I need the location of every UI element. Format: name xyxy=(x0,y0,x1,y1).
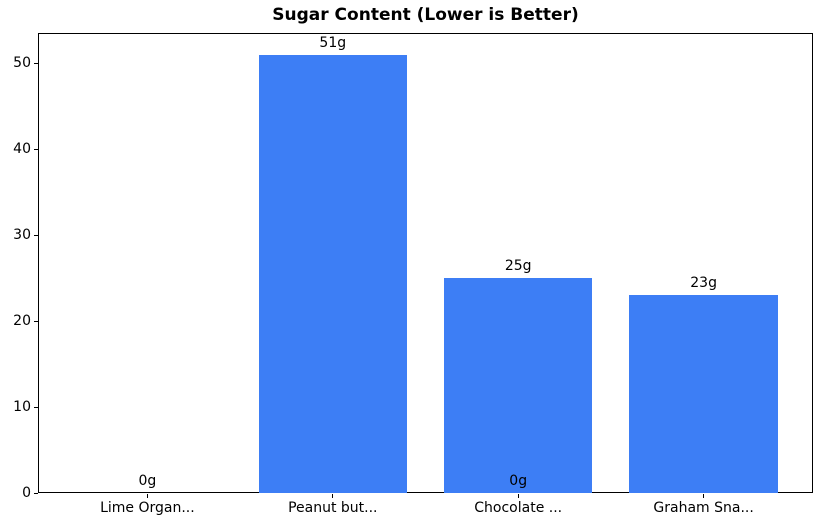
x-axis-tick-label: Chocolate ... xyxy=(474,500,563,516)
bar-3 xyxy=(629,295,778,493)
y-axis-tick xyxy=(34,492,38,494)
bar-2 xyxy=(444,278,593,493)
x-axis-tick-label: Peanut but... xyxy=(288,500,378,516)
x-axis-tick xyxy=(517,494,519,498)
y-axis-tick xyxy=(34,62,38,64)
y-axis-tick-label: 10 xyxy=(13,398,31,415)
y-axis-tick-label: 0 xyxy=(22,484,31,501)
y-axis-tick xyxy=(34,320,38,322)
x-axis-tick-label: Lime Organ... xyxy=(100,500,195,516)
bar-value-label: 25g xyxy=(504,258,532,275)
chart-title: Sugar Content (Lower is Better) xyxy=(272,5,579,25)
y-axis-tick-label: 50 xyxy=(13,54,31,71)
plot-area xyxy=(38,33,813,493)
x-axis-tick xyxy=(703,494,705,498)
y-axis-tick-label: 20 xyxy=(13,312,31,329)
y-axis-tick xyxy=(34,406,38,408)
y-axis-tick-label: 30 xyxy=(13,226,31,243)
y-axis-tick-label: 40 xyxy=(13,140,31,157)
bar-value-label: 51g xyxy=(319,34,347,51)
bar-value-label-extra: 0g xyxy=(509,473,528,489)
x-axis-tick xyxy=(332,494,334,498)
x-axis-tick-label: Graham Sna... xyxy=(653,500,754,516)
y-axis-tick xyxy=(34,148,38,150)
bar-value-label: 0g xyxy=(138,473,157,489)
y-axis-tick xyxy=(34,234,38,236)
bar-1 xyxy=(258,54,407,493)
bar-value-label: 23g xyxy=(690,275,717,292)
x-axis-tick xyxy=(146,494,148,498)
